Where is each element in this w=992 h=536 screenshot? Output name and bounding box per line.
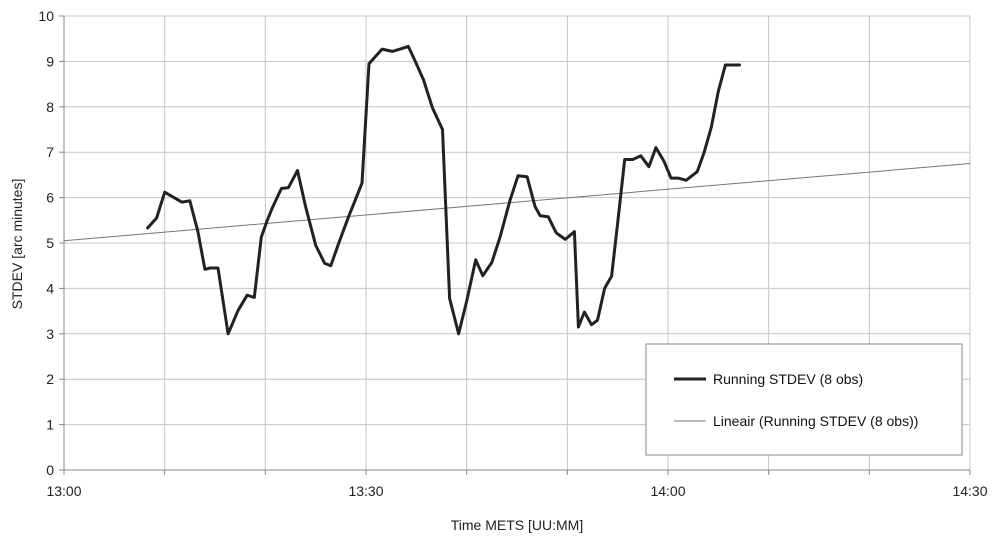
y-tick-label: 8 <box>46 99 54 115</box>
y-tick-label: 9 <box>46 53 54 69</box>
y-tick-label: 1 <box>46 417 54 433</box>
legend-box <box>645 343 963 456</box>
legend-label-running-stdev: Running STDEV (8 obs) <box>713 371 863 387</box>
y-tick-label: 5 <box>46 235 54 251</box>
series-lines <box>63 44 971 336</box>
x-tick-label: 13:00 <box>46 483 81 499</box>
y-tick-label: 4 <box>46 280 54 296</box>
y-tick-label: 10 <box>38 8 54 24</box>
x-tick-label: 14:30 <box>952 483 987 499</box>
axes <box>59 15 971 475</box>
legend-label-linear-trend: Lineair (Running STDEV (8 obs)) <box>713 413 918 429</box>
y-tick-label: 7 <box>46 144 54 160</box>
legend: Running STDEV (8 obs) Lineair (Running S… <box>645 343 963 456</box>
x-tick-label: 14:00 <box>650 483 685 499</box>
x-tick-label: 13:30 <box>348 483 383 499</box>
y-axis-title: STDEV [arc minutes] <box>9 179 25 310</box>
tick-labels: 0 1 2 3 4 5 6 7 8 9 10 13:00 13:30 14:00 14:30 <box>38 8 987 499</box>
y-tick-label: 0 <box>46 462 54 478</box>
x-axis-title: Time METS [UU:MM] <box>451 517 583 533</box>
linear-trend-series-line <box>63 163 971 242</box>
running-stdev-series-line <box>146 44 741 336</box>
y-tick-label: 3 <box>46 326 54 342</box>
y-tick-label: 2 <box>46 371 54 387</box>
y-tick-label: 6 <box>46 190 54 206</box>
